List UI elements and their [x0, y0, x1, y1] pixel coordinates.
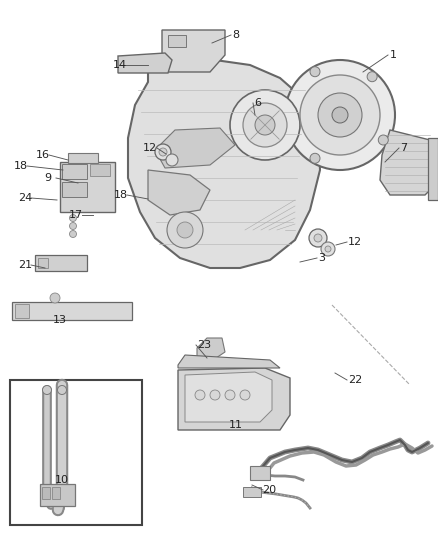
Circle shape — [255, 115, 275, 135]
Polygon shape — [162, 30, 225, 72]
Circle shape — [177, 222, 193, 238]
Circle shape — [57, 385, 67, 394]
Circle shape — [318, 93, 362, 137]
Circle shape — [159, 148, 167, 156]
Bar — [35, 255, 87, 271]
Text: 22: 22 — [348, 375, 362, 385]
Text: 17: 17 — [69, 210, 83, 220]
Text: 11: 11 — [229, 420, 243, 430]
Circle shape — [332, 107, 348, 123]
Circle shape — [243, 103, 287, 147]
Polygon shape — [128, 60, 320, 268]
Text: 13: 13 — [53, 315, 67, 325]
Bar — [10, 380, 142, 525]
Circle shape — [367, 72, 377, 82]
Text: 10: 10 — [55, 475, 69, 485]
Text: 6: 6 — [254, 98, 261, 108]
Bar — [168, 35, 186, 47]
Circle shape — [50, 293, 60, 303]
Circle shape — [285, 60, 395, 170]
Bar — [90, 164, 110, 176]
Polygon shape — [148, 170, 210, 215]
Polygon shape — [185, 372, 272, 422]
Text: 12: 12 — [143, 143, 157, 153]
Circle shape — [167, 212, 203, 248]
Circle shape — [166, 154, 178, 166]
Bar — [15, 304, 29, 318]
Circle shape — [321, 242, 335, 256]
Bar — [68, 153, 98, 163]
Circle shape — [310, 67, 320, 77]
Circle shape — [70, 214, 77, 222]
Circle shape — [70, 222, 77, 230]
Circle shape — [314, 234, 322, 242]
Bar — [52, 487, 60, 499]
Bar — [60, 162, 115, 212]
Text: 16: 16 — [36, 150, 50, 160]
Polygon shape — [428, 138, 438, 200]
Text: 20: 20 — [262, 485, 276, 495]
Bar — [62, 182, 87, 197]
Circle shape — [300, 75, 380, 155]
Bar — [42, 487, 50, 499]
Circle shape — [325, 246, 331, 252]
Text: 12: 12 — [348, 237, 362, 247]
Circle shape — [310, 154, 320, 163]
Text: 14: 14 — [113, 60, 127, 70]
Circle shape — [42, 385, 52, 394]
Circle shape — [309, 229, 327, 247]
Circle shape — [210, 390, 220, 400]
Circle shape — [225, 390, 235, 400]
Polygon shape — [197, 338, 225, 362]
Circle shape — [378, 135, 389, 145]
Circle shape — [240, 390, 250, 400]
Polygon shape — [380, 130, 435, 195]
Text: 18: 18 — [14, 161, 28, 171]
Bar — [38, 258, 48, 268]
Polygon shape — [178, 355, 280, 368]
Polygon shape — [178, 368, 290, 430]
Bar — [243, 487, 261, 497]
Text: 1: 1 — [390, 50, 397, 60]
Bar — [40, 484, 75, 506]
Bar — [62, 164, 87, 179]
Bar — [250, 466, 270, 480]
Circle shape — [70, 230, 77, 238]
Circle shape — [155, 144, 171, 160]
Text: 21: 21 — [18, 260, 32, 270]
Bar — [12, 302, 132, 320]
Text: 18: 18 — [114, 190, 128, 200]
Text: 23: 23 — [197, 340, 211, 350]
Circle shape — [195, 390, 205, 400]
Text: 7: 7 — [400, 143, 407, 153]
Text: 8: 8 — [232, 30, 239, 40]
Text: 3: 3 — [318, 253, 325, 263]
Circle shape — [230, 90, 300, 160]
Text: 24: 24 — [18, 193, 32, 203]
Polygon shape — [155, 128, 235, 168]
Polygon shape — [118, 53, 172, 73]
Text: 9: 9 — [44, 173, 51, 183]
